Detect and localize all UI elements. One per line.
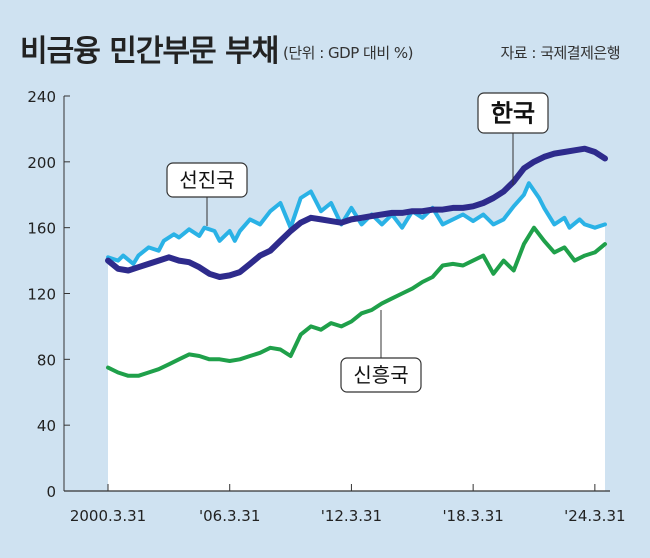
series-line-0 bbox=[106, 181, 607, 266]
y-tick-label: 40 bbox=[37, 417, 56, 435]
chart-source: 자료 : 국제결제은행 bbox=[500, 44, 621, 62]
chart-header: 비금융 민간부문 부채 (단위 : GDP 대비 %) 자료 : 국제결제은행 bbox=[0, 0, 650, 80]
callout-box bbox=[477, 92, 549, 134]
callout-box bbox=[166, 162, 248, 198]
series-line-2 bbox=[106, 225, 607, 378]
x-tick-label: '18.3.31 bbox=[442, 507, 503, 525]
y-tick-label: 200 bbox=[27, 154, 56, 172]
chart-title: 비금융 민간부문 부채 bbox=[20, 34, 279, 69]
x-tick-label: 2000.3.31 bbox=[70, 507, 146, 525]
x-tick-label: '24.3.31 bbox=[564, 507, 625, 525]
callout-label: 한국 bbox=[491, 100, 535, 128]
callout-box bbox=[340, 357, 422, 393]
x-tick-label: '06.3.31 bbox=[199, 507, 260, 525]
series-line-1 bbox=[105, 145, 608, 280]
x-tick-label: '12.3.31 bbox=[321, 507, 382, 525]
y-tick-label: 0 bbox=[46, 483, 56, 501]
y-tick-label: 120 bbox=[27, 286, 56, 304]
callout-label: 선진국 bbox=[179, 168, 234, 192]
plot-area bbox=[108, 183, 605, 491]
series-layer bbox=[105, 145, 608, 378]
axes: 0 40 80 120 160 200 240 2000.3.31 '06.3.31 '12.3.… bbox=[27, 88, 625, 525]
y-tick-label: 80 bbox=[37, 351, 56, 369]
chart-unit: (단위 : GDP 대비 %) bbox=[283, 44, 414, 62]
plot-fill bbox=[108, 183, 605, 491]
callout-label: 신흥국 bbox=[353, 363, 408, 387]
y-tick-label: 240 bbox=[27, 88, 56, 106]
y-tick-label: 160 bbox=[27, 220, 56, 238]
